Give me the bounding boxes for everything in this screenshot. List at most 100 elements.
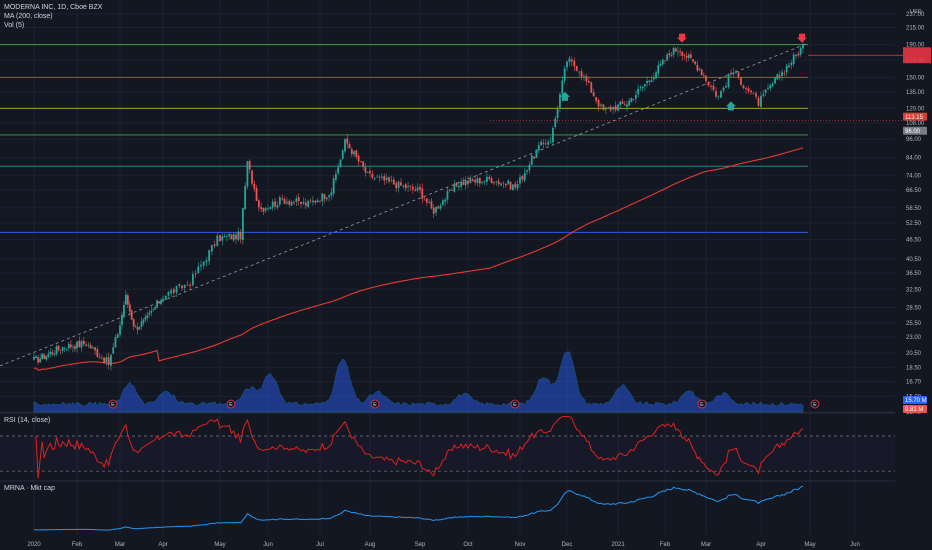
candle-body: [325, 197, 328, 200]
candle-body: [614, 105, 617, 111]
mktcap-legend[interactable]: MRNA · Mkt cap: [4, 484, 55, 493]
earnings-marker-icon[interactable]: [510, 399, 520, 409]
candle-body: [366, 171, 369, 173]
signal-arrow-down-icon: [797, 33, 807, 43]
candle-body: [397, 181, 400, 189]
candle-body: [65, 349, 68, 351]
candle-body: [592, 92, 595, 97]
earnings-marker-label: E: [513, 402, 517, 408]
candle-body: [580, 71, 583, 77]
vol-legend-label: Vol (5): [4, 22, 25, 29]
price-tick-label: 20.50: [906, 351, 922, 357]
signal-arrows: [560, 33, 807, 111]
price-tick-label: 25.50: [906, 321, 922, 327]
candle-body: [170, 290, 173, 294]
candle-body: [142, 319, 145, 323]
horizontal-levels[interactable]: [0, 44, 808, 233]
trend-line-dashed[interactable]: [0, 42, 809, 367]
earnings-marker-icon[interactable]: [108, 399, 118, 409]
candle-body: [635, 94, 637, 99]
earnings-marker-icon[interactable]: [226, 399, 236, 409]
candle-body: [107, 357, 110, 365]
candle-body: [486, 176, 488, 182]
price-tick-label: 84.00: [906, 156, 922, 162]
candle-body: [648, 80, 651, 82]
time-tick-label: Sep: [415, 542, 426, 548]
rsi-legend[interactable]: RSI (14, close): [4, 416, 50, 425]
candle-body: [140, 321, 143, 327]
candle-body: [309, 200, 312, 202]
earnings-marker-icon[interactable]: [810, 399, 820, 409]
price-tick-label: 58.50: [906, 206, 922, 212]
candle-body: [795, 54, 797, 56]
trend-line[interactable]: [0, 42, 809, 367]
axis-value-badge: [903, 126, 927, 135]
candle-body: [497, 181, 500, 184]
candle-body: [392, 179, 395, 185]
candle-body: [755, 93, 757, 97]
candle-body: [244, 186, 247, 210]
candle-body: [692, 59, 694, 62]
candle-body: [637, 88, 640, 95]
candle-body: [114, 337, 117, 348]
main-legend[interactable]: MODERNA INC, 1D, Cboe BZX MA (200, close…: [4, 3, 102, 30]
candle-body: [146, 315, 149, 318]
volume-value-badge: [903, 396, 927, 404]
price-tick-label: 120.00: [906, 106, 925, 112]
candle-body: [659, 63, 662, 66]
candle-body: [530, 155, 533, 165]
candle-body: [383, 176, 386, 181]
candle-body: [783, 72, 786, 74]
candle-body: [600, 104, 602, 106]
price-axis[interactable]: 237.00215.00190.00170.00150.00135.00120.…: [895, 0, 932, 550]
candle-body: [785, 65, 788, 73]
candle-body: [609, 106, 612, 111]
candle-body: [189, 284, 192, 287]
candle-body: [740, 77, 742, 85]
candle-body: [35, 356, 37, 359]
candle-body: [735, 71, 737, 73]
candle-body: [124, 294, 127, 305]
candle-body: [248, 160, 251, 170]
mktcap-line: [34, 485, 804, 531]
candle-body: [80, 341, 83, 348]
candle-body: [677, 51, 679, 52]
earnings-marker-icon[interactable]: [370, 399, 380, 409]
candle-body: [360, 161, 362, 162]
candle-body: [246, 161, 249, 187]
candle-body: [650, 80, 653, 82]
rsi-band: [0, 436, 895, 472]
ma-line: [33, 147, 804, 371]
earnings-marker-icon[interactable]: [697, 399, 707, 409]
earnings-marker-label: E: [813, 402, 817, 408]
candle-body: [130, 310, 133, 320]
price-tick-label: 74.00: [906, 173, 922, 179]
candle-body: [376, 177, 379, 178]
candle-body: [94, 347, 97, 351]
candle-body: [407, 186, 409, 188]
price-tick-label: 135.00: [906, 90, 925, 96]
candle-body: [154, 306, 157, 310]
time-axis[interactable]: 2020 Feb Mar Apr May Jun Jul Aug Sep Oct Nov Dec 202…: [27, 542, 860, 548]
candle-body: [689, 54, 692, 58]
candle-body: [197, 266, 200, 274]
candle-body: [495, 181, 498, 182]
candle-body: [712, 85, 715, 91]
candle-body: [335, 173, 337, 180]
candle-body: [432, 207, 435, 214]
candle-body: [502, 182, 505, 184]
time-tick-label: Apr: [158, 542, 167, 548]
candle-body: [355, 150, 358, 157]
candle-body: [664, 60, 666, 61]
candle-body: [628, 100, 631, 106]
candle-body: [559, 94, 561, 109]
candle-body: [300, 202, 302, 204]
candle-body: [307, 200, 310, 208]
candle-body: [700, 69, 703, 76]
candle-body: [332, 178, 335, 194]
candle-body: [55, 346, 58, 355]
candle-body: [255, 188, 258, 201]
candle-body: [402, 185, 405, 187]
